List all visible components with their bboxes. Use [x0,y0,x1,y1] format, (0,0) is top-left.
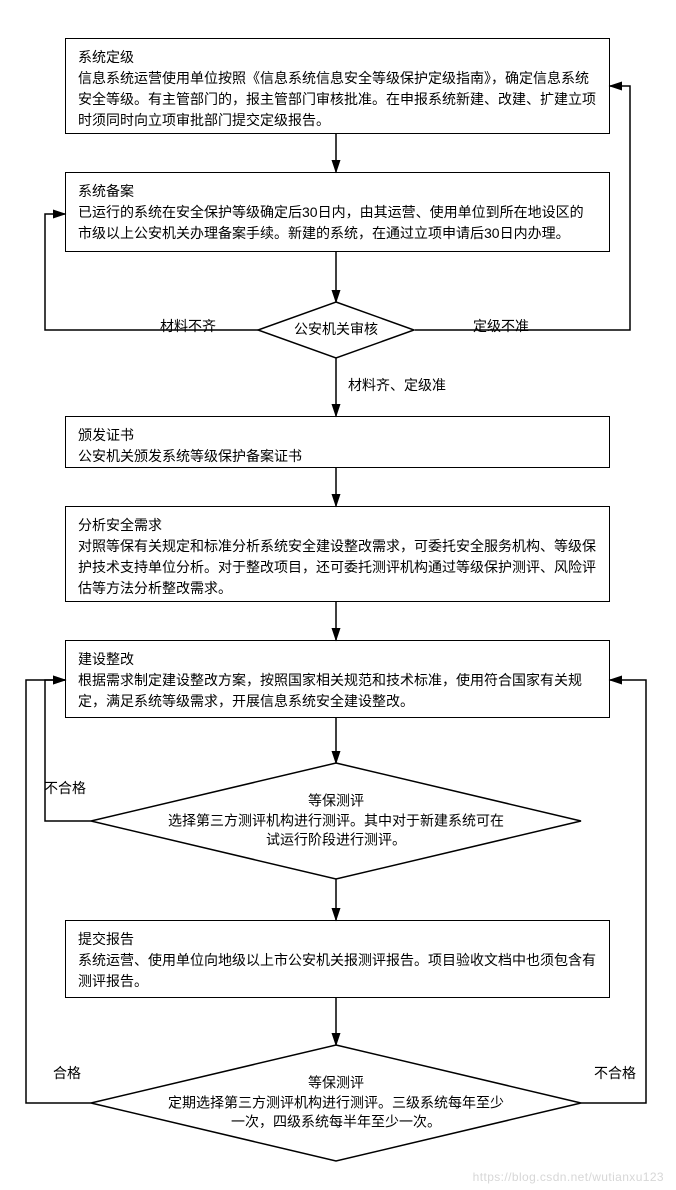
edge-label-eval1-fail: 不合格 [44,778,86,798]
node-title: 提交报告 [78,929,597,950]
node-body: 公安机关颁发系统等级保护备案证书 [78,448,302,464]
node-body: 已运行的系统在安全保护等级确定后30日内，由其运营、使用单位到所在地设区的市级以… [78,204,584,241]
edge-label-wrong-grade: 定级不准 [473,316,529,336]
edge-label-pass: 材料齐、定级准 [348,375,446,395]
node-body: 定期选择第三方测评机构进行测评。三级系统每年至少一次，四级系统每半年至少一次。 [168,1094,504,1130]
edge-label-incomplete: 材料不齐 [160,316,216,336]
node-title: 建设整改 [78,649,597,670]
node-body: 系统运营、使用单位向地级以上市公安机关报测评报告。项目验收文档中也须包含有测评报… [78,952,596,989]
node-submit-report: 提交报告 系统运营、使用单位向地级以上市公安机关报测评报告。项目验收文档中也须包… [65,920,610,998]
node-body: 选择第三方测评机构进行测评。其中对于新建系统可在试运行阶段进行测评。 [168,812,504,848]
edge-label-eval2-pass: 合格 [53,1063,81,1083]
node-body: 对照等保有关规定和标准分析系统安全建设整改需求，可委托安全服务机构、等级保护技术… [78,538,596,596]
node-title: 系统备案 [78,181,597,202]
node-title: 等保测评 [166,1074,506,1094]
node-body: 信息系统运营使用单位按照《信息系统信息安全等级保护定级指南》，确定信息系统安全等… [78,70,596,128]
node-label: 公安机关审核 [258,320,414,340]
node-sys-filing: 系统备案 已运行的系统在安全保护等级确定后30日内，由其运营、使用单位到所在地设… [65,172,610,252]
watermark-text: https://blog.csdn.net/wutianxu123 [473,1170,664,1184]
node-eval2: 等保测评 定期选择第三方测评机构进行测评。三级系统每年至少一次，四级系统每半年至… [91,1045,581,1161]
node-body: 根据需求制定建设整改方案，按照国家相关规范和技术标准，使用符合国家有关规定，满足… [78,672,582,709]
node-title: 等保测评 [166,792,506,812]
node-title: 系统定级 [78,47,597,68]
node-build-rect: 建设整改 根据需求制定建设整改方案，按照国家相关规范和技术标准，使用符合国家有关… [65,640,610,718]
node-title: 分析安全需求 [78,515,597,536]
node-issue-cert: 颁发证书 公安机关颁发系统等级保护备案证书 [65,416,610,468]
node-police-review: 公安机关审核 [258,302,414,358]
node-title: 颁发证书 [78,425,597,446]
node-sys-rating: 系统定级 信息系统运营使用单位按照《信息系统信息安全等级保护定级指南》，确定信息… [65,38,610,134]
node-eval1: 等保测评 选择第三方测评机构进行测评。其中对于新建系统可在试运行阶段进行测评。 [91,763,581,879]
node-analyze-need: 分析安全需求 对照等保有关规定和标准分析系统安全建设整改需求，可委托安全服务机构… [65,506,610,602]
edge-label-eval2-fail: 不合格 [594,1063,636,1083]
